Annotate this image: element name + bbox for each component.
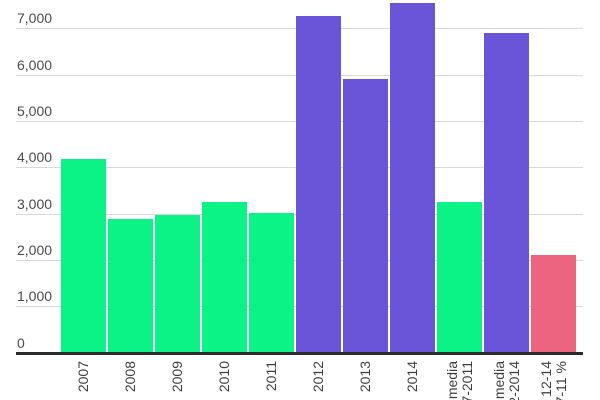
x-axis-label-line: 2014 bbox=[404, 361, 420, 393]
bar-2010 bbox=[202, 201, 247, 353]
y-axis-tick-label: 6,000 bbox=[17, 57, 53, 73]
y-axis-tick-label: 7,000 bbox=[17, 10, 53, 26]
bar-2014 bbox=[390, 3, 435, 353]
y-axis-tick-label: 1,000 bbox=[17, 288, 53, 304]
bar-12-14-su-7-11- bbox=[531, 254, 576, 353]
x-axis-label-line: 2010 bbox=[216, 361, 232, 393]
bar-2009 bbox=[155, 214, 200, 353]
bar-2011 bbox=[249, 213, 294, 353]
x-axis-label: 2011 bbox=[263, 361, 279, 392]
x-axis-label-line: 2013 bbox=[357, 361, 373, 393]
y-axis-tick-label: 0 bbox=[17, 335, 25, 351]
x-axis-label: 2010 bbox=[216, 361, 232, 393]
x-axis-label: media ’07-2011 bbox=[443, 361, 475, 400]
y-axis-tick-label: 2,000 bbox=[17, 242, 53, 258]
y-axis-tick-label: 4,000 bbox=[17, 149, 53, 165]
x-axis-label-line: 2008 bbox=[122, 361, 138, 393]
x-axis-label: 2009 bbox=[169, 361, 185, 393]
bar-2007 bbox=[61, 159, 106, 353]
x-axis-label: 2008 bbox=[122, 361, 138, 393]
x-axis-label-line: 2011 bbox=[263, 361, 279, 392]
x-axis-label: 12-14 su 7-11 % bbox=[537, 361, 569, 400]
bar-2013 bbox=[343, 78, 388, 353]
x-axis-label: 2012 bbox=[310, 361, 326, 393]
x-axis-line bbox=[16, 352, 583, 355]
x-axis-label: 2007 bbox=[75, 361, 91, 393]
y-axis-tick-label: 5,000 bbox=[17, 103, 53, 119]
x-axis-label-line: media bbox=[490, 361, 507, 400]
x-axis-label-line: 12-14 bbox=[537, 361, 554, 397]
x-axis-label-line: ’12-2014 bbox=[505, 361, 522, 400]
x-axis-label-line: 2007 bbox=[75, 361, 91, 393]
x-axis-label-line: 2012 bbox=[310, 361, 326, 393]
x-axis-label: media ’12-2014 bbox=[490, 361, 522, 400]
x-axis-label: 2013 bbox=[357, 361, 373, 393]
bar-media-07-2011 bbox=[437, 201, 482, 353]
y-axis-tick-label: 3,000 bbox=[17, 196, 53, 212]
x-axis-label-line: media bbox=[443, 361, 460, 400]
bar-2008 bbox=[108, 218, 153, 353]
x-axis-label-line: 2009 bbox=[169, 361, 185, 393]
bar-media-12-2014 bbox=[484, 33, 529, 353]
x-axis-label-line: su 7-11 % bbox=[552, 361, 569, 400]
x-axis-label: 2014 bbox=[404, 361, 420, 393]
bar-2012 bbox=[296, 16, 341, 353]
x-axis-label-line: ’07-2011 bbox=[458, 361, 475, 400]
